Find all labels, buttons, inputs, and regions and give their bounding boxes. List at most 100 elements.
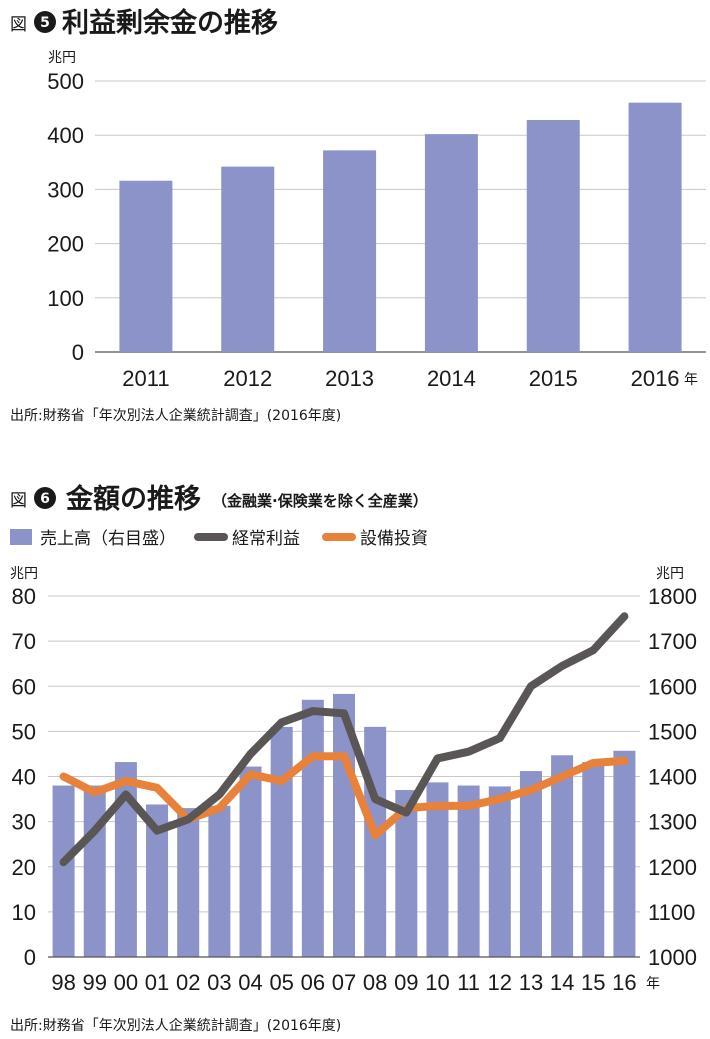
fig5-label: 図 xyxy=(10,15,27,35)
fig6-right-tick: 1800 xyxy=(648,584,697,609)
fig6-profit-point xyxy=(62,860,66,864)
fig6-left-tick: 50 xyxy=(12,719,36,744)
fig6-subtitle: （金融業·保険業を除く全産業） xyxy=(212,492,428,510)
fig5-y-tick: 400 xyxy=(47,123,84,148)
fig6-x-tick: 02 xyxy=(176,970,200,995)
fig6-sales-bar xyxy=(239,766,262,957)
fig6-left-tick: 30 xyxy=(12,810,36,835)
fig5-bar xyxy=(221,166,275,352)
fig6-x-tick: 11 xyxy=(457,970,480,995)
fig6-capex-point xyxy=(435,804,439,808)
fig6-sales-bar xyxy=(114,762,137,957)
fig6-capex-point xyxy=(560,775,564,778)
fig6-capex-point xyxy=(62,775,66,778)
fig6-right-tick: 1100 xyxy=(648,900,695,925)
fig6-profit-point xyxy=(622,614,626,618)
fig5-y-tick: 100 xyxy=(47,286,84,311)
fig6-x-tick: 98 xyxy=(51,970,75,995)
fig6-capex-point xyxy=(124,779,128,783)
fig6-capex-point xyxy=(93,790,97,794)
fig6-x-tick: 14 xyxy=(550,970,574,995)
fig6-right-unit: 兆円 xyxy=(656,566,684,582)
fig6-profit-point xyxy=(217,793,221,797)
fig6-sales-bar xyxy=(52,785,75,957)
fig6-profit-point xyxy=(155,829,159,833)
fig6-capex-point xyxy=(373,833,377,837)
fig6-capex-point xyxy=(529,788,533,792)
fig6-capex-point xyxy=(249,772,253,776)
fig6-x-tick: 07 xyxy=(332,970,356,995)
fig6-plot: 0102030405060708010001100120013001400150… xyxy=(12,584,697,995)
fig6-label: 図 xyxy=(10,491,27,511)
fig6-x-tick: 13 xyxy=(519,970,543,995)
fig6-right-tick: 1500 xyxy=(648,719,697,744)
fig6-profit-point xyxy=(404,811,408,815)
fig6-sales-bar xyxy=(395,790,418,957)
fig5-x-tick: 2016 xyxy=(631,366,680,391)
fig6-left-tick: 60 xyxy=(12,674,36,699)
fig6-sales-bar xyxy=(270,726,293,957)
fig6-right-tick: 1000 xyxy=(648,945,697,970)
fig6-right-tick: 1400 xyxy=(648,765,697,790)
fig6-left-tick: 10 xyxy=(12,900,36,925)
fig5-plot: 0 100 200 300 400 500 2011 2012 2013 2014 2015 2016 xyxy=(47,69,706,391)
fig5-x-unit: 年 xyxy=(684,372,698,388)
fig5-bar xyxy=(526,120,580,352)
fig5-y-tick: 0 xyxy=(72,340,84,365)
fig6-sales-bar xyxy=(457,785,480,957)
fig6-sales-bar xyxy=(364,726,387,957)
fig5-title: 利益剰余金の推移 xyxy=(62,7,278,39)
fig6-sales-bar xyxy=(301,699,324,957)
fig6-capex-point xyxy=(155,786,159,790)
fig6-sales-bar xyxy=(83,785,106,957)
fig6-sales-bar xyxy=(551,755,574,957)
fig6-capex-point xyxy=(622,759,626,763)
fig6-right-tick: 1300 xyxy=(648,810,697,835)
fig5-source: 出所:財務省「年次別法人企業統計調査」(2016年度) xyxy=(10,407,341,424)
fig6-left-tick: 80 xyxy=(12,584,36,609)
fig6-profit-point xyxy=(186,817,190,821)
fig6-x-tick: 01 xyxy=(145,970,169,995)
fig6-capex-point xyxy=(498,797,502,801)
fig5-x-tick: 2014 xyxy=(427,366,476,391)
fig6-right-tick: 1200 xyxy=(648,855,697,880)
fig6-sales-bar xyxy=(177,808,200,957)
fig5-x-tick: 2012 xyxy=(223,366,272,391)
fig6-number-badge xyxy=(34,487,56,509)
fig6-left-tick: 70 xyxy=(12,629,36,654)
fig6-profit-point xyxy=(435,756,439,760)
fig5-y-tick: 500 xyxy=(47,69,84,94)
fig6-profit-point xyxy=(249,752,253,756)
fig6-left-tick: 40 xyxy=(12,765,36,790)
legend-label-sales: 売上高（右目盛） xyxy=(40,529,176,549)
fig6-right-tick: 1600 xyxy=(648,674,697,699)
fig6-x-tick: 03 xyxy=(207,970,231,995)
fig5-bar xyxy=(119,180,173,352)
fig6-x-tick: 06 xyxy=(301,970,325,995)
legend-swatch-sales xyxy=(10,529,32,545)
fig6-x-tick: 05 xyxy=(269,970,293,995)
fig5-bar xyxy=(323,150,377,352)
fig6-title: 金額の推移 xyxy=(65,483,201,515)
fig6-profit-point xyxy=(529,684,533,688)
fig6-profit-point xyxy=(280,720,284,724)
fig6-sales-bar xyxy=(488,786,511,957)
fig5-number-badge xyxy=(34,11,56,33)
fig6-capex-point xyxy=(591,761,595,765)
fig6-profit-point xyxy=(124,793,128,797)
fig6-x-tick: 04 xyxy=(238,970,262,995)
fig6-x-tick: 99 xyxy=(82,970,106,995)
fig6-capex-point xyxy=(342,754,346,758)
fig5-y-unit: 兆円 xyxy=(48,50,76,66)
fig6-sales-bar xyxy=(613,750,636,957)
fig6-x-tick: 10 xyxy=(425,970,449,995)
fig6-source: 出所:財務省「年次別法人企業統計調査」(2016年度) xyxy=(10,1017,341,1034)
legend-label-profit: 経常利益 xyxy=(232,529,300,549)
fig6-sales-bar xyxy=(146,804,169,957)
fig6-capex-point xyxy=(280,779,284,783)
fig6-profit-point xyxy=(342,711,346,715)
fig6-left-tick: 20 xyxy=(12,855,36,880)
fig5-y-tick: 300 xyxy=(47,177,84,202)
fig5-bar xyxy=(424,134,478,352)
